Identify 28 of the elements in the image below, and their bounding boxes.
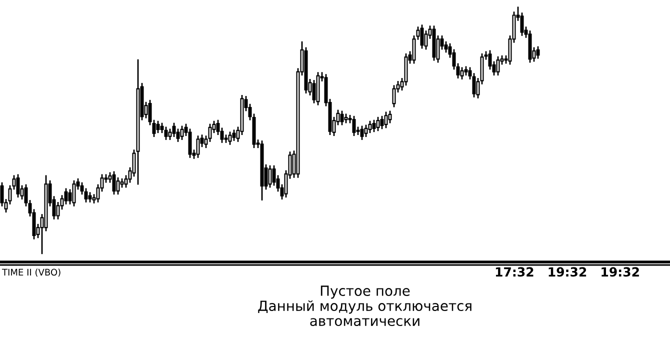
- candlestick: [364, 124, 368, 137]
- candlestick: [368, 120, 372, 134]
- candlestick: [268, 165, 272, 188]
- candlestick: [420, 24, 424, 49]
- candlestick: [380, 116, 384, 130]
- text: 17:32 19:32 19:32: [496, 267, 639, 277]
- candlestick: [360, 126, 364, 140]
- candlestick: [496, 56, 500, 76]
- candlestick: [228, 132, 232, 145]
- candlestick: [372, 120, 376, 132]
- candlestick: [352, 116, 356, 136]
- candlestick: [16, 174, 20, 198]
- candlestick: [180, 126, 184, 140]
- candlestick: [72, 180, 76, 206]
- candlestick: [232, 130, 236, 141]
- candlestick: [164, 126, 168, 140]
- candlestick: [112, 171, 116, 195]
- candlestick: [196, 136, 200, 158]
- candlestick: [156, 120, 160, 134]
- candlestick: [536, 46, 540, 59]
- candlestick: [392, 85, 396, 108]
- candlestick: [116, 177, 120, 195]
- candlestick: [340, 110, 344, 126]
- text: Пустое поле Данный модуль отключается автоматически: [258, 286, 472, 326]
- text: TIME II (VBO): [2, 268, 60, 277]
- candlestick: [460, 67, 464, 80]
- candlestick: [384, 112, 388, 128]
- candlestick: [376, 116, 380, 132]
